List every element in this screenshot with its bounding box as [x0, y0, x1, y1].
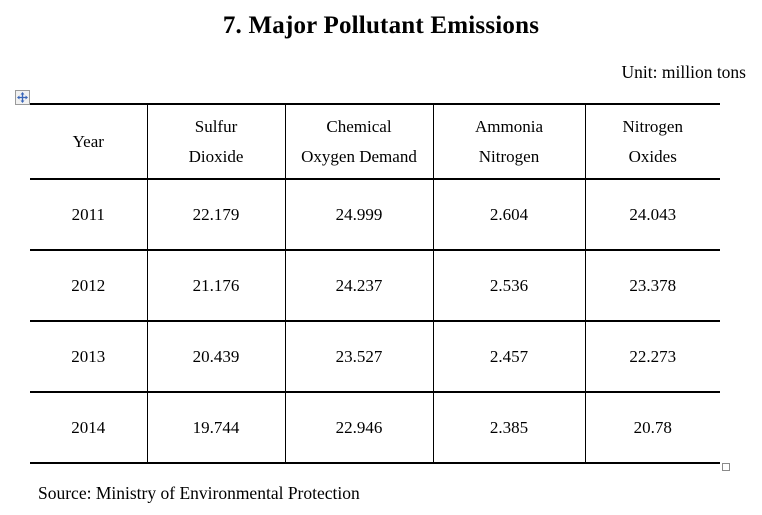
year-cell: 2011: [71, 204, 105, 224]
value-cell: 20.439: [146, 321, 285, 392]
year-cell: 2013: [71, 346, 106, 366]
value-cell: 2.385: [432, 392, 585, 463]
header-line: Ammonia: [475, 116, 543, 136]
table-move-handle[interactable]: [15, 90, 30, 105]
value-cell: 21.176: [146, 250, 285, 321]
source-label: Source: Ministry of Environmental Protec…: [38, 483, 360, 503]
table-row-2011: 2011 22.179 24.999 2.604 24.043: [30, 179, 720, 250]
col-header-chemical-oxygen-demand: Chemical Oxygen Demand: [284, 104, 433, 179]
value-cell: 23.378: [584, 250, 720, 321]
value-cell: 24.999: [284, 179, 433, 250]
header-line: Chemical: [326, 116, 392, 136]
move-icon: [17, 92, 28, 103]
table-row-2013: 2013 20.439 23.527 2.457 22.273: [30, 321, 720, 392]
value-cell: 22.273: [584, 321, 720, 392]
header-line: Year: [72, 131, 104, 151]
header-line: Sulfur: [194, 116, 238, 136]
table-row-2014: 2014 19.744 22.946 2.385 20.78: [30, 392, 720, 463]
unit-label: Unit: million tons: [621, 62, 746, 82]
value-cell: 22.179: [146, 179, 285, 250]
table-title: 7. Major Pollutant Emissions: [222, 12, 540, 39]
col-header-nitrogen-oxides: Nitrogen Oxides: [584, 104, 720, 179]
value-cell: 24.043: [584, 179, 720, 250]
value-cell: 2.536: [432, 250, 585, 321]
value-cell: 19.744: [146, 392, 285, 463]
value-cell: 20.78: [584, 392, 720, 463]
value-cell: 2.457: [432, 321, 585, 392]
col-header-year: Year: [30, 104, 147, 179]
year-cell: 2014: [71, 417, 106, 437]
table-resize-handle[interactable]: [722, 463, 730, 471]
header-line: Nitrogen: [622, 116, 683, 136]
year-cell: 2012: [71, 275, 106, 295]
table-header-row: Year Sulfur Dioxide Chemical Oxygen Demand…: [30, 104, 720, 179]
value-cell: 23.527: [284, 321, 433, 392]
col-header-sulfur-dioxide: Sulfur Dioxide: [146, 104, 285, 179]
pollutant-emissions-table: Year Sulfur Dioxide Chemical Oxygen Demand…: [30, 103, 720, 464]
table-row-2012: 2012 21.176 24.237 2.536 23.378: [30, 250, 720, 321]
col-header-ammonia-nitrogen: Ammonia Nitrogen: [432, 104, 585, 179]
value-cell: 22.946: [284, 392, 433, 463]
value-cell: 24.237: [284, 250, 433, 321]
value-cell: 2.604: [432, 179, 585, 250]
